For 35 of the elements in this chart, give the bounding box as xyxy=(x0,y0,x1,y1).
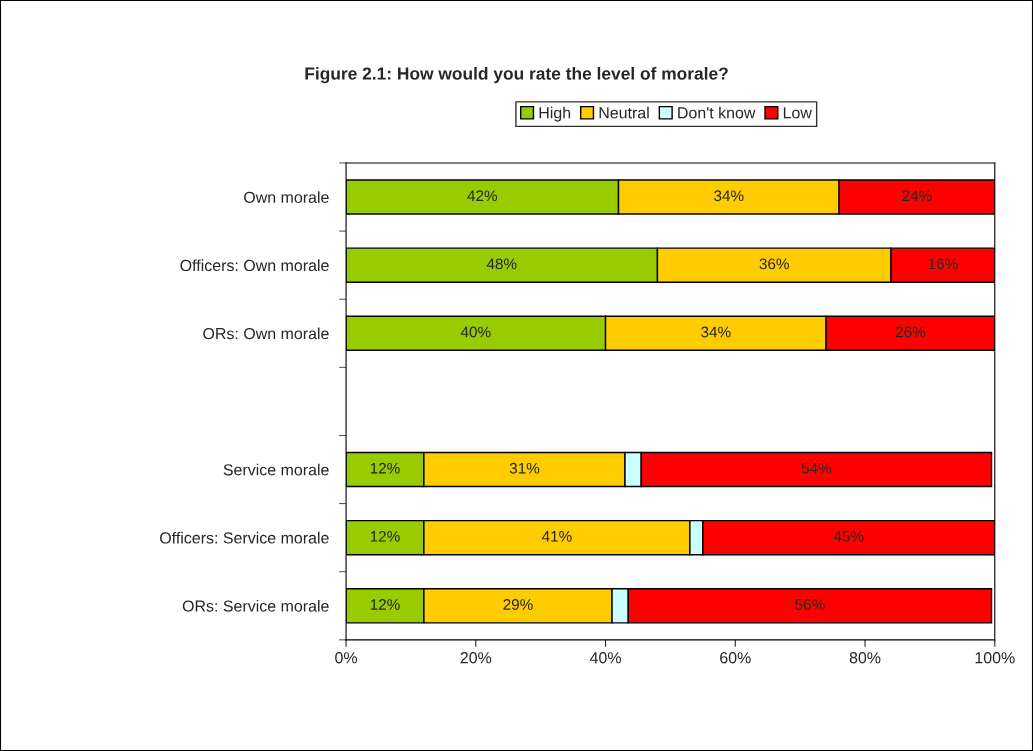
data-label: 34% xyxy=(714,190,744,202)
legend-label: Low xyxy=(783,107,812,119)
legend-label: Don't know xyxy=(678,106,756,119)
legend-label: Neutral xyxy=(599,106,649,119)
y-tick-label: ORs: Service morale xyxy=(182,600,329,612)
y-tick-label: Own morale xyxy=(244,191,329,203)
data-label: 48% xyxy=(486,258,517,270)
data-label: 12% xyxy=(370,530,400,542)
x-tick-label: 20% xyxy=(460,652,492,664)
data-label: 42% xyxy=(467,190,498,202)
data-label: 56% xyxy=(795,599,825,610)
x-tick-label: 80% xyxy=(849,652,881,664)
data-label: 16% xyxy=(928,258,958,270)
data-label: 36% xyxy=(759,258,789,270)
chart-title: Figure 2.1: How would you rate the level of morale? xyxy=(305,66,728,84)
data-label: 12% xyxy=(370,462,400,474)
y-tick-label: ORs: Own morale xyxy=(203,327,329,340)
data-label: 40% xyxy=(460,326,491,338)
data-label: 29% xyxy=(503,599,533,610)
data-label: 12% xyxy=(370,599,400,610)
legend-label: High xyxy=(539,106,571,122)
x-tick-label: 40% xyxy=(589,652,621,664)
y-tick-label: Officers: Own morale xyxy=(180,259,329,272)
x-tick-label: 100% xyxy=(975,652,1015,664)
data-label: 24% xyxy=(902,190,932,202)
data-label: 45% xyxy=(833,531,864,542)
data-label: 34% xyxy=(701,326,731,338)
data-label: 41% xyxy=(541,531,572,542)
data-label: 26% xyxy=(895,326,926,338)
data-label: 54% xyxy=(801,462,832,474)
y-tick-label: Service morale xyxy=(223,463,329,476)
x-tick-label: 60% xyxy=(720,652,751,664)
y-tick-label: Officers: Service morale xyxy=(160,531,329,544)
x-tick-label: 0% xyxy=(335,652,358,664)
data-label: 31% xyxy=(509,462,540,474)
